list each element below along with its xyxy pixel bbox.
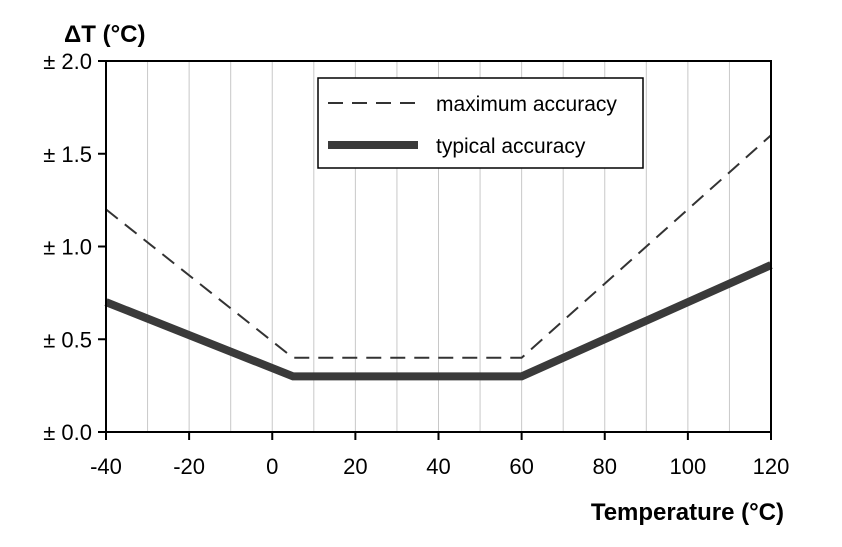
- x-axis-title: Temperature (°C): [591, 499, 784, 526]
- y-tick-label: ± 2.0: [43, 49, 92, 74]
- x-tick-label: 80: [593, 454, 617, 479]
- legend: maximum accuracy typical accuracy: [317, 77, 644, 169]
- series-lines: [104, 134, 773, 381]
- x-tick-label: 60: [509, 454, 533, 479]
- legend-label-maximum-accuracy: maximum accuracy: [436, 93, 617, 116]
- y-tick-label: ± 0.0: [43, 420, 92, 445]
- x-tick-label: -40: [90, 454, 122, 479]
- x-axis-ticks: -40 -20 0 20 40 60 80 100 120: [90, 432, 789, 479]
- y-tick-label: ± 0.5: [43, 327, 92, 352]
- y-axis-title: ΔT (°C): [64, 21, 146, 48]
- series-line-maximum-accuracy: [105, 134, 772, 359]
- legend-box: [317, 77, 644, 169]
- x-tick-label: 20: [343, 454, 367, 479]
- series-line-typical-accuracy: [104, 261, 773, 381]
- x-tick-label: 40: [426, 454, 450, 479]
- y-tick-label: ± 1.0: [43, 235, 92, 260]
- y-axis-ticks: ± 0.0 ± 0.5 ± 1.0 ± 1.5 ± 2.0: [43, 49, 106, 445]
- x-tick-label: 120: [753, 454, 790, 479]
- legend-label-typical-accuracy: typical accuracy: [436, 135, 586, 158]
- x-tick-label: 0: [266, 454, 278, 479]
- x-tick-label: -20: [173, 454, 205, 479]
- y-tick-label: ± 1.5: [43, 142, 92, 167]
- x-tick-label: 100: [670, 454, 707, 479]
